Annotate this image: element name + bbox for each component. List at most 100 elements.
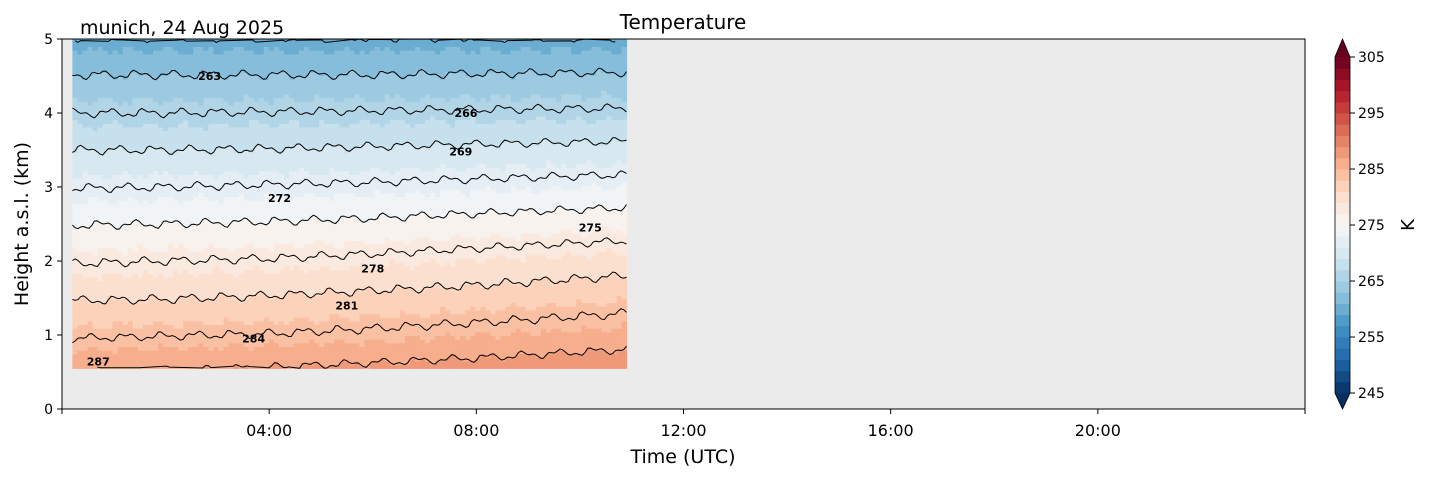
contour-fill-cell <box>334 61 340 66</box>
contour-fill-cell <box>208 309 214 315</box>
contour-fill-cell <box>278 119 285 124</box>
contour-fill-cell <box>319 269 325 274</box>
contour-fill-cell <box>319 225 325 230</box>
contour-fill-cell <box>72 192 78 197</box>
contour-fill-cell <box>87 126 94 132</box>
contour-fill-cell <box>92 90 99 95</box>
contour-fill-cell <box>289 313 295 318</box>
contour-fill-cell <box>163 313 169 318</box>
contour-fill-cell <box>329 218 335 223</box>
contour-fill-cell <box>263 346 270 351</box>
contour-fill-cell <box>147 350 154 355</box>
contour-fill-cell <box>117 364 124 369</box>
contour-fill-cell <box>243 273 250 278</box>
contour-fill-cell <box>324 159 330 164</box>
contour-fill-cell <box>319 189 325 194</box>
contour-fill-cell <box>178 148 184 154</box>
contour-fill-cell <box>92 152 99 157</box>
contour-fill-cell <box>238 350 245 355</box>
contour-fill-cell <box>203 342 209 347</box>
contour-fill-cell <box>278 192 285 197</box>
contour-fill-cell <box>77 134 83 139</box>
contour-fill-cell <box>258 119 265 124</box>
contour-fill-cell <box>72 287 78 293</box>
contour-fill-cell <box>319 181 325 186</box>
contour-fill-cell <box>142 115 149 121</box>
contour-fill-cell <box>173 320 179 325</box>
contour-fill-cell <box>248 295 255 300</box>
contour-fill-cell <box>92 357 99 362</box>
contour-fill-cell <box>77 75 83 80</box>
contour-fill-cell <box>208 320 214 325</box>
contour-fill-cell <box>329 134 335 139</box>
contour-fill-cell <box>349 302 355 307</box>
contour-fill-cell <box>268 313 275 318</box>
contour-fill-cell <box>178 42 184 47</box>
contour-fill-cell <box>273 68 280 73</box>
contour-fill-cell <box>228 79 235 84</box>
contour-fill-cell <box>273 61 280 66</box>
contour-fill-cell <box>178 119 184 124</box>
contour-fill-cell <box>178 265 184 271</box>
contour-fill-cell <box>72 185 78 190</box>
contour-fill-cell <box>72 207 78 212</box>
contour-fill-cell <box>324 214 330 219</box>
contour-fill-cell <box>117 280 124 285</box>
contour-fill-cell <box>198 240 204 245</box>
contour-fill-cell <box>304 240 310 245</box>
contour-fill-cell <box>193 61 199 66</box>
contour-fill-cell <box>82 229 88 234</box>
contour-fill-cell <box>137 86 144 91</box>
contour-fill-cell <box>253 57 260 62</box>
contour-fill-cell <box>213 353 219 358</box>
contour-fill-cell <box>208 240 214 245</box>
contour-fill-cell <box>213 298 219 304</box>
contour-fill-cell <box>178 357 184 362</box>
contour-fill-cell <box>268 167 275 172</box>
contour-fill-cell <box>278 71 285 77</box>
contour-fill-cell <box>253 357 260 362</box>
contour-fill-cell <box>173 104 179 110</box>
contour-fill-cell <box>223 276 230 282</box>
contour-fill-cell <box>304 331 310 336</box>
contour-fill-cell <box>228 115 235 121</box>
contour-fill-cell <box>153 287 159 293</box>
contour-fill-cell <box>198 320 204 325</box>
contour-fill-cell <box>77 137 83 143</box>
contour-fill-cell <box>92 134 99 139</box>
contour-fill-cell <box>263 339 270 344</box>
contour-fill-cell <box>188 170 194 175</box>
contour-fill-cell <box>299 115 305 121</box>
contour-fill-cell <box>107 247 114 252</box>
contour-fill-cell <box>137 97 144 102</box>
contour-fill-cell <box>142 287 149 293</box>
contour-fill-cell <box>153 229 159 234</box>
contour-fill-cell <box>278 273 285 278</box>
contour-fill-cell <box>188 291 194 296</box>
contour-fill-cell <box>163 192 169 197</box>
contour-fill-cell <box>188 203 194 208</box>
contour-fill-cell <box>268 119 275 124</box>
contour-fill-cell <box>324 317 330 322</box>
contour-fill-cell <box>178 46 184 51</box>
contour-fill-cell <box>258 309 265 315</box>
contour-fill-cell <box>107 214 114 219</box>
contour-fill-cell <box>122 50 129 55</box>
contour-fill-cell <box>112 302 119 307</box>
contour-fill-cell <box>122 218 129 223</box>
contour-fill-cell <box>299 101 305 106</box>
contour-fill-cell <box>77 167 83 172</box>
contour-fill-cell <box>112 145 119 150</box>
contour-fill-cell <box>319 214 325 219</box>
contour-fill-cell <box>122 200 129 205</box>
contour-fill-cell <box>268 174 275 179</box>
contour-fill-cell <box>203 353 209 358</box>
contour-fill-cell <box>117 42 124 47</box>
contour-fill-cell <box>309 240 315 245</box>
contour-fill-cell <box>82 61 88 66</box>
contour-fill-cell <box>349 265 355 271</box>
contour-fill-cell <box>329 115 335 121</box>
contour-fill-cell <box>87 240 94 245</box>
contour-fill-cell <box>319 346 325 351</box>
contour-fill-cell <box>329 211 335 216</box>
